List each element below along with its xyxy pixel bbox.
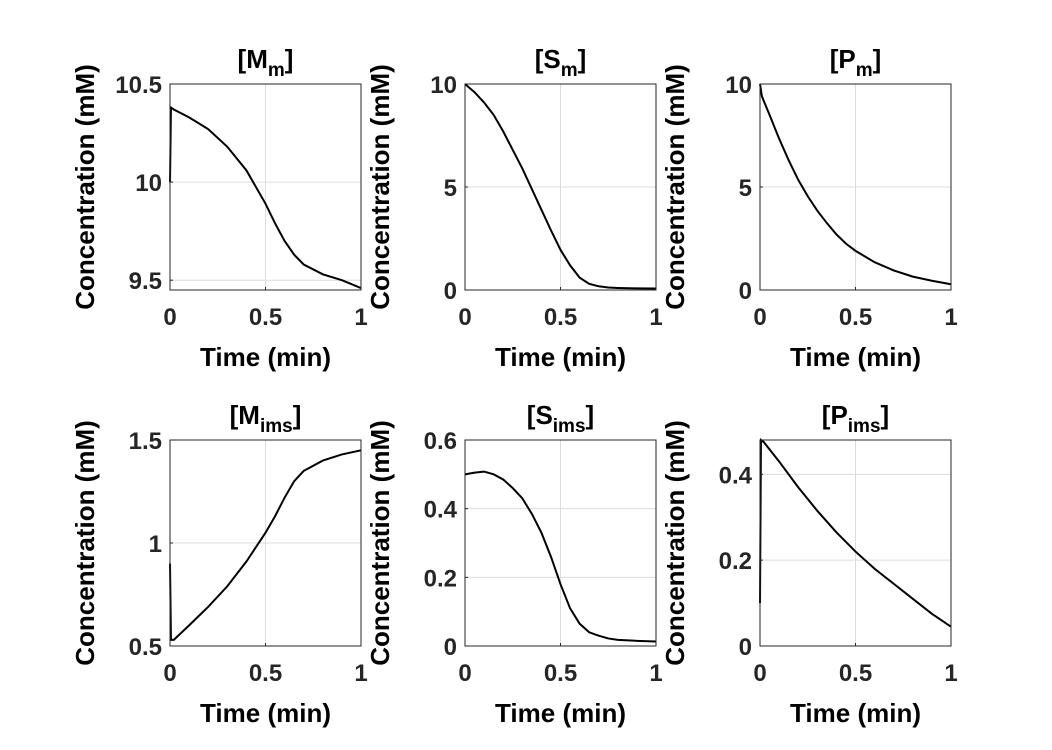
title-subscript: ims [260, 416, 293, 437]
subplot-title: [Mm] [238, 44, 294, 81]
y-tick-label: 0 [444, 634, 457, 661]
series-line-1 [759, 83, 952, 286]
y-axis-label: Concentration (mM) [365, 64, 395, 310]
y-tick-label: 5 [444, 175, 457, 202]
y-tick-label: 0.6 [424, 428, 457, 455]
x-tick-label: 0.5 [249, 660, 282, 687]
title-subscript: ims [848, 416, 881, 437]
x-axis-label: Time (min) [495, 342, 626, 372]
series-line-1 [464, 83, 657, 290]
title-main: [S [535, 44, 561, 74]
y-axis-label: Concentration (mM) [70, 420, 100, 666]
x-tick-label: 1 [649, 660, 662, 687]
title-bracket: ] [285, 44, 294, 74]
subplot-title: [Mims] [230, 400, 302, 437]
y-tick-label: 10.5 [115, 72, 162, 99]
title-subscript: ims [553, 416, 586, 437]
title-subscript: m [856, 60, 873, 81]
x-tick-label: 1 [354, 660, 367, 687]
y-tick-label: 9.5 [129, 268, 162, 295]
y-tick-label: 10 [135, 170, 162, 197]
x-tick-label: 1 [944, 660, 957, 687]
y-axis-label: Concentration (mM) [660, 420, 690, 666]
x-tick-label: 1 [649, 304, 662, 331]
x-tick-label: 0 [458, 660, 471, 687]
x-tick-label: 0.5 [544, 660, 577, 687]
subplot-title: [Pm] [830, 44, 882, 81]
series-line-1 [759, 438, 952, 628]
y-tick-label: 0 [739, 278, 752, 305]
subplot-title: [Sm] [535, 44, 587, 81]
x-axis-label: Time (min) [790, 698, 921, 728]
x-tick-label: 0.5 [839, 660, 872, 687]
y-tick-label: 0 [444, 278, 457, 305]
y-tick-label: 10 [430, 72, 457, 99]
x-tick-label: 0 [163, 660, 176, 687]
title-main: [P [822, 400, 848, 430]
title-main: [M [230, 400, 260, 430]
y-tick-label: 1 [149, 531, 162, 558]
x-tick-label: 1 [354, 304, 367, 331]
x-axis-label: Time (min) [790, 342, 921, 372]
subplot-5: 0 0.5 1 0 0.2 0.4 0.6 Time (min) Concentration (… [365, 400, 663, 728]
subplot-1: 0 0.5 1 9.5 10 10.5 Time (min) Concentration (m… [70, 44, 368, 372]
x-axis-label: Time (min) [200, 342, 331, 372]
x-tick-label: 0 [753, 660, 766, 687]
y-tick-label: 1.5 [129, 428, 162, 455]
x-tick-label: 0 [753, 304, 766, 331]
subplot-6: 0 0.5 1 0 0.2 0.4 Time (min) Concentration (mM)… [660, 400, 958, 728]
title-bracket: ] [881, 400, 890, 430]
y-tick-label: 0.2 [719, 548, 752, 575]
subplot-title: [Pims] [822, 400, 889, 437]
x-tick-label: 0.5 [249, 304, 282, 331]
y-tick-label: 0.2 [424, 565, 457, 592]
title-main: [P [830, 44, 856, 74]
x-tick-label: 0.5 [839, 304, 872, 331]
title-bracket: ] [586, 400, 595, 430]
title-bracket: ] [293, 400, 302, 430]
subplot-title: [Sims] [527, 400, 594, 437]
series-line-1 [169, 105, 362, 289]
title-bracket: ] [578, 44, 587, 74]
series-line-1 [464, 470, 657, 643]
y-tick-label: 0 [739, 634, 752, 661]
series-line-1 [169, 449, 362, 641]
y-tick-label: 0.4 [719, 462, 753, 489]
y-axis-label: Concentration (mM) [70, 64, 100, 310]
x-axis-label: Time (min) [495, 698, 626, 728]
x-axis-label: Time (min) [200, 698, 331, 728]
y-tick-label: 0.5 [129, 634, 162, 661]
y-axis-label: Concentration (mM) [660, 64, 690, 310]
x-tick-label: 0 [163, 304, 176, 331]
title-subscript: m [561, 60, 578, 81]
y-tick-label: 5 [739, 175, 752, 202]
y-tick-label: 0.4 [424, 497, 458, 524]
title-subscript: m [268, 60, 285, 81]
y-tick-label: 10 [725, 72, 752, 99]
x-tick-label: 0.5 [544, 304, 577, 331]
y-axis-label: Concentration (mM) [365, 420, 395, 666]
x-tick-label: 1 [944, 304, 957, 331]
title-main: [M [238, 44, 268, 74]
x-tick-label: 0 [458, 304, 471, 331]
title-main: [S [527, 400, 553, 430]
title-bracket: ] [873, 44, 882, 74]
